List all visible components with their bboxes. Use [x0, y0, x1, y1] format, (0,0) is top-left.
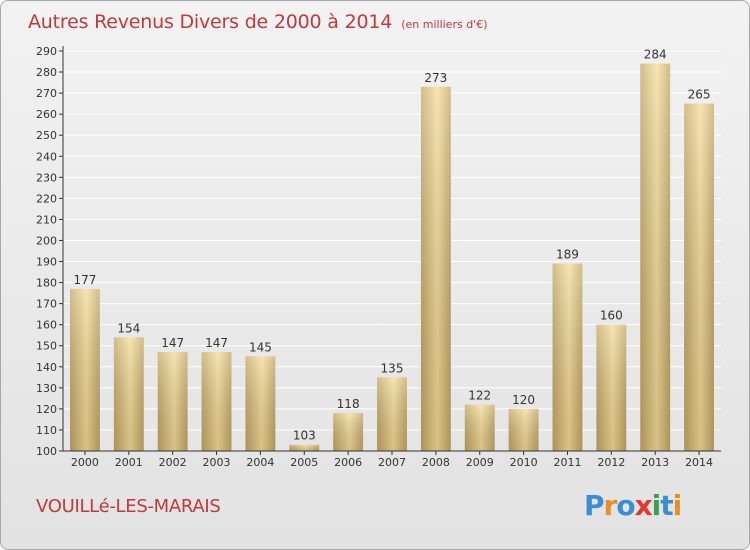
bar-value-label: 154	[117, 321, 140, 335]
bar-shade	[508, 408, 539, 451]
y-tick-label: 290	[36, 45, 57, 58]
x-tick-label: 2000	[71, 456, 99, 469]
bar-shade	[640, 63, 671, 451]
y-tick-label: 130	[36, 382, 57, 395]
y-tick-label: 240	[36, 150, 57, 163]
chart-title-row: Autres Revenus Divers de 2000 à 2014 (en…	[28, 11, 488, 33]
y-tick-label: 270	[36, 87, 57, 100]
x-tick-label: 2009	[466, 456, 494, 469]
bar-value-label: 145	[249, 340, 272, 354]
logo-letter: t	[660, 489, 673, 522]
bar-shade	[377, 377, 407, 451]
x-tick-label: 2001	[115, 456, 143, 469]
bar-shade	[113, 337, 144, 451]
bar-value-label: 120	[512, 393, 535, 407]
y-tick-label: 250	[36, 129, 57, 142]
logo-letter: P	[584, 489, 605, 522]
y-tick-label: 200	[36, 234, 57, 247]
y-tick-label: 180	[36, 277, 57, 290]
bar-shade	[289, 444, 320, 451]
chart-title: Autres Revenus Divers de 2000 à 2014	[28, 11, 393, 33]
y-tick-label: 160	[36, 319, 57, 332]
bar-value-label: 273	[424, 71, 447, 85]
logo-letter: i	[651, 489, 662, 522]
bar-shade	[684, 103, 714, 451]
bar-shade	[157, 352, 188, 451]
bar-value-label: 177	[73, 273, 96, 287]
bar-value-label: 118	[337, 397, 360, 411]
bar-value-label: 135	[381, 361, 404, 375]
x-tick-label: 2006	[334, 456, 362, 469]
x-tick-label: 2010	[510, 456, 538, 469]
bar-shade	[70, 288, 100, 451]
bar-value-label: 265	[688, 88, 711, 102]
logo-letter: i	[672, 489, 683, 522]
logo-letter: r	[603, 489, 618, 522]
y-tick-label: 150	[36, 340, 57, 353]
bar-shade	[552, 263, 583, 451]
bar-shade	[464, 404, 495, 451]
proxiti-logo: Proxiti	[584, 489, 683, 522]
logo-letter: x	[634, 489, 653, 522]
bar-shade	[201, 352, 232, 451]
x-tick-label: 2014	[685, 456, 713, 469]
y-tick-label: 260	[36, 108, 57, 121]
y-tick-label: 220	[36, 192, 57, 205]
bar-shade	[596, 324, 627, 451]
bar-value-label: 122	[468, 389, 491, 403]
x-tick-label: 2003	[203, 456, 231, 469]
y-tick-label: 120	[36, 403, 57, 416]
bar-shade	[333, 413, 364, 451]
x-tick-label: 2008	[422, 456, 450, 469]
bar-value-label: 147	[161, 336, 184, 350]
commune-name: VOUILLé-LES-MARAIS	[36, 496, 221, 517]
y-tick-label: 190	[36, 256, 57, 269]
x-tick-label: 2012	[597, 456, 625, 469]
bar-value-label: 103	[293, 429, 316, 443]
bar-value-label: 147	[205, 336, 228, 350]
x-tick-label: 2005	[290, 456, 318, 469]
x-tick-label: 2002	[159, 456, 187, 469]
y-tick-label: 210	[36, 213, 57, 226]
bar-shade	[420, 86, 451, 451]
y-tick-label: 140	[36, 361, 57, 374]
chart-unit: (en milliers d'€)	[401, 18, 488, 31]
bar-value-label: 189	[556, 248, 579, 262]
y-tick-label: 280	[36, 66, 57, 79]
bar-shade	[245, 356, 276, 451]
x-tick-label: 2011	[553, 456, 581, 469]
x-tick-label: 2013	[641, 456, 669, 469]
y-tick-label: 100	[36, 445, 57, 458]
x-tick-label: 2004	[246, 456, 274, 469]
bar-value-label: 284	[644, 48, 667, 62]
y-tick-label: 230	[36, 171, 57, 184]
y-tick-label: 110	[36, 424, 57, 437]
y-tick-label: 170	[36, 298, 57, 311]
bar-value-label: 160	[600, 309, 623, 323]
x-tick-label: 2007	[378, 456, 406, 469]
logo-letter: o	[616, 489, 635, 522]
